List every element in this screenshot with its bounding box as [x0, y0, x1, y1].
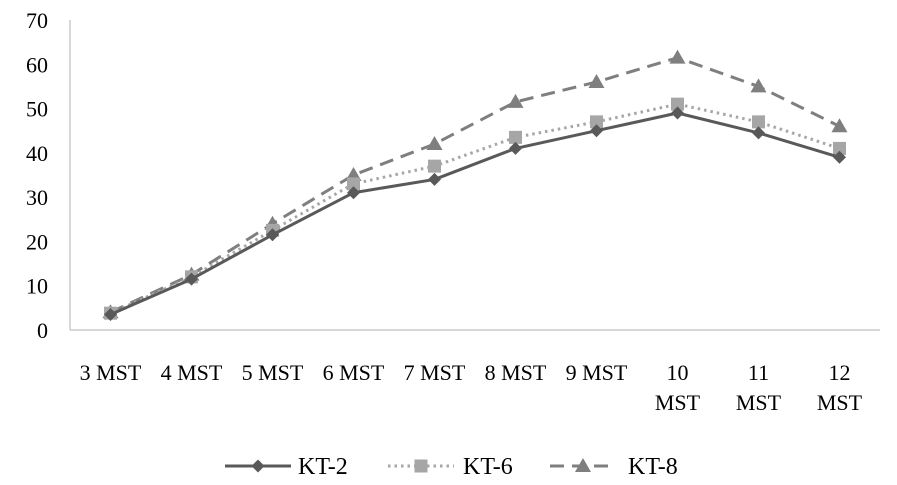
legend-marker-swatch	[251, 459, 265, 473]
x-tick-label: 12 MST	[817, 360, 863, 415]
x-tick-label: 4 MST	[161, 360, 223, 385]
x-tick-label: 10 MST	[655, 360, 701, 415]
data-point-marker	[509, 130, 522, 144]
x-tick-label: 11 MST	[736, 360, 782, 415]
legend-item-kt-6: KT-6	[388, 454, 513, 480]
x-tick-label: 9 MST	[566, 360, 628, 385]
y-tick-label: 60	[26, 52, 48, 77]
y-tick-label: 20	[26, 229, 48, 254]
data-point-marker	[347, 177, 360, 191]
series-line	[109, 56, 841, 314]
series-kt-6	[104, 97, 846, 320]
y-tick-label: 0	[37, 318, 48, 343]
data-point-marker	[588, 74, 605, 88]
axes: 0 10 20 30 40 50 60 70 3 MST 4 MST 5 MST 6 MST 7 MST…	[26, 8, 880, 415]
data-point-marker	[185, 272, 198, 286]
data-point-marker	[507, 93, 524, 108]
data-point-marker	[671, 106, 684, 120]
legend-label: KT-6	[463, 454, 513, 480]
data-point-marker	[752, 115, 765, 129]
series-kt-2	[104, 106, 846, 321]
legend-marker-swatch	[414, 459, 428, 473]
x-tick-label: 5 MST	[242, 360, 304, 385]
data-point-marker	[833, 141, 846, 155]
y-tick-label: 40	[26, 141, 48, 166]
data-point-marker	[590, 115, 603, 129]
data-point-marker	[752, 126, 765, 140]
legend-marker-swatch	[575, 458, 591, 472]
data-point-marker	[750, 78, 767, 93]
x-tick-label: 3 MST	[80, 360, 142, 385]
series-kt-8	[102, 49, 848, 319]
legend-label: KT-2	[298, 454, 348, 480]
data-point-marker	[831, 118, 848, 133]
legend-item-kt-8: KT-8	[550, 454, 678, 480]
data-point-marker	[590, 124, 603, 138]
data-point-marker	[426, 136, 443, 150]
x-tick-label: 6 MST	[323, 360, 385, 385]
data-point-marker	[428, 159, 441, 173]
legend: KT-2 KT-6 KT-8	[225, 454, 678, 480]
y-tick-label: 10	[26, 274, 48, 299]
data-point-marker	[347, 186, 360, 200]
legend-label: KT-8	[628, 454, 678, 480]
y-tick-label: 70	[26, 8, 48, 33]
y-tick-label: 30	[26, 185, 48, 210]
series-layer	[102, 49, 848, 321]
data-point-marker	[509, 141, 522, 155]
data-point-marker	[428, 172, 441, 186]
data-point-marker	[669, 49, 686, 64]
legend-item-kt-2: KT-2	[225, 454, 348, 480]
data-point-marker	[833, 150, 846, 164]
y-tick-label: 50	[26, 97, 48, 122]
x-tick-label: 8 MST	[485, 360, 547, 385]
series-line	[109, 111, 840, 316]
x-tick-label: 7 MST	[404, 360, 466, 385]
series-line	[109, 102, 840, 315]
data-point-marker	[104, 308, 117, 321]
data-point-marker	[671, 97, 684, 111]
data-point-marker	[266, 228, 279, 242]
